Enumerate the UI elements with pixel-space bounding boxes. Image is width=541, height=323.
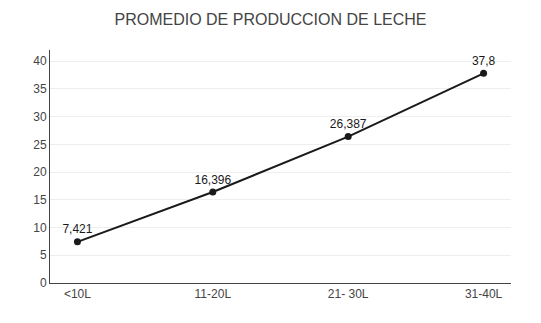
svg-text:21- 30L: 21- 30L [328,287,369,301]
svg-text:0: 0 [40,276,47,290]
svg-text:5: 5 [40,248,47,262]
svg-text:20: 20 [33,165,47,179]
svg-text:<10L: <10L [64,287,91,301]
svg-text:7,421: 7,421 [62,222,92,236]
svg-text:37,8: 37,8 [472,54,496,68]
svg-text:31-40L: 31-40L [465,287,503,301]
svg-text:16,396: 16,396 [194,173,231,187]
svg-text:10: 10 [33,221,47,235]
svg-text:35: 35 [33,82,47,96]
svg-text:40: 40 [33,54,47,68]
svg-text:26,387: 26,387 [330,117,367,131]
svg-text:15: 15 [33,193,47,207]
svg-text:PROMEDIO DE PRODUCCION DE LECH: PROMEDIO DE PRODUCCION DE LECHE [114,11,426,28]
svg-text:11-20L: 11-20L [195,287,232,301]
svg-text:30: 30 [33,110,47,124]
svg-text:25: 25 [33,138,47,152]
